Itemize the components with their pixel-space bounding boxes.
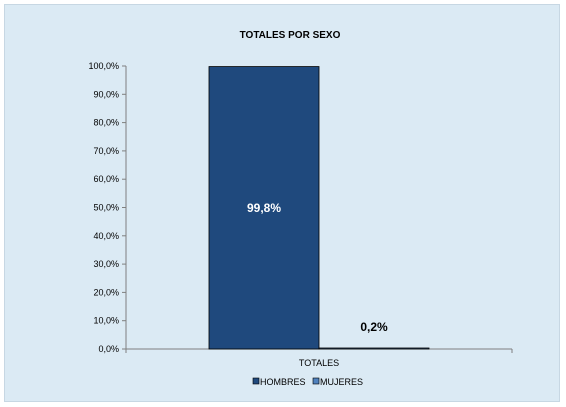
y-tick-label: 10,0% (93, 316, 119, 326)
y-tick-label: 20,0% (93, 287, 119, 297)
legend-swatch-mujeres (312, 377, 320, 385)
y-tick-label: 50,0% (93, 203, 119, 213)
legend-label-hombres: HOMBRES (260, 377, 306, 387)
bar-mujeres (318, 347, 430, 350)
y-tick-label: 90,0% (93, 89, 119, 99)
y-tick-label: 60,0% (93, 174, 119, 184)
bar-hombres (208, 66, 320, 350)
data-label-hombres: 99,8% (247, 201, 281, 215)
legend-swatch-hombres (252, 377, 260, 385)
y-tick-label: 80,0% (93, 118, 119, 128)
y-tick-label: 100,0% (88, 61, 119, 71)
data-label-mujeres: 0,2% (360, 320, 388, 334)
y-axis: 0,0% 10,0% 20,0% 30,0% 40,0% 50,0% 60,0% 70,0% 8… (88, 61, 127, 354)
x-tick-label: TOTALES (299, 358, 339, 368)
x-axis: TOTALES (125, 348, 513, 368)
chart-title: TOTALES POR SEXO (240, 30, 341, 41)
legend: HOMBRES MUJERES (252, 377, 363, 387)
bars (208, 66, 430, 350)
y-tick-label: 40,0% (93, 231, 119, 241)
y-tick-label: 70,0% (93, 146, 119, 156)
data-labels: 99,8% 0,2% (247, 201, 388, 334)
legend-label-mujeres: MUJERES (320, 377, 363, 387)
y-tick-label: 30,0% (93, 259, 119, 269)
y-tick-label: 0,0% (98, 344, 119, 354)
